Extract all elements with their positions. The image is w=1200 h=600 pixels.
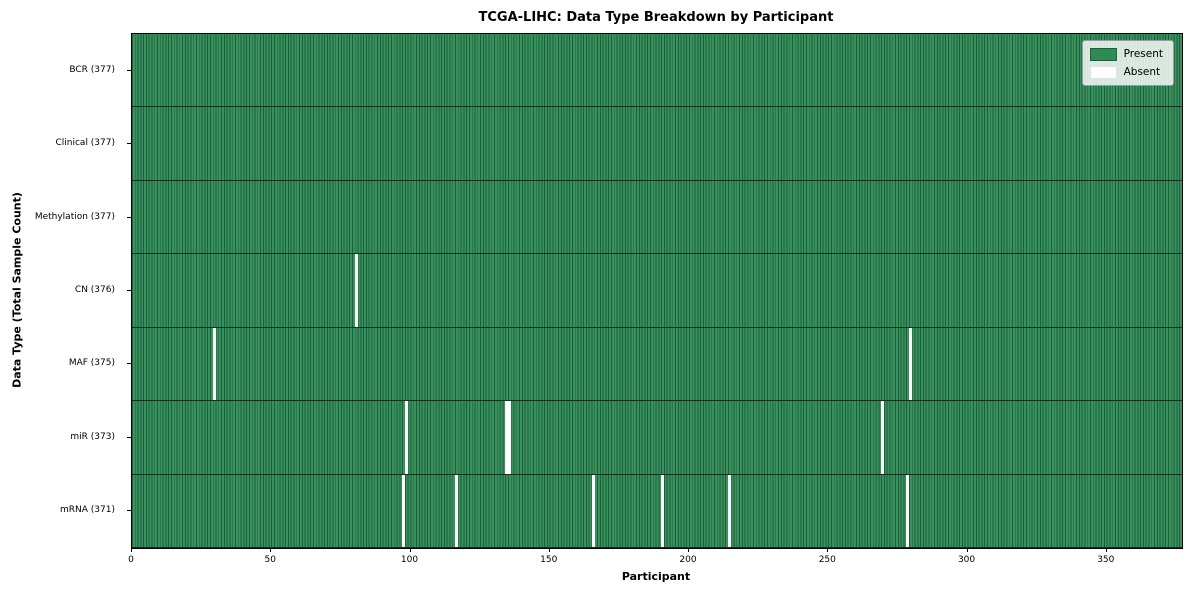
- datatype-row-CN: [132, 254, 1182, 328]
- y-tick-mark: [127, 436, 131, 438]
- y-tick-mark: [127, 69, 131, 71]
- absent-swatch: [1090, 66, 1116, 78]
- y-tick-label-CN: CN (376): [74, 285, 115, 295]
- x-tick-label: 350: [1097, 555, 1115, 565]
- datatype-row-MAF: [132, 327, 1182, 402]
- datatype-row-miR: [132, 401, 1182, 475]
- x-tick-label: 300: [957, 555, 976, 565]
- x-axis-label: Participant: [621, 570, 691, 583]
- y-tick-label-BCR: BCR (377): [69, 64, 115, 75]
- x-tick-mark: [270, 548, 272, 552]
- legend-item-present: Present: [1089, 47, 1163, 61]
- absent-gap: [881, 401, 885, 474]
- x-tick-mark: [688, 548, 690, 552]
- absent-gap: [402, 474, 406, 547]
- x-tick-label: 200: [679, 555, 697, 565]
- legend-label-present: Present: [1123, 48, 1163, 60]
- absent-gap: [505, 401, 509, 474]
- x-tick-label: 50: [264, 555, 276, 565]
- x-tick-label: 0: [128, 555, 134, 565]
- absent-gap: [354, 254, 358, 327]
- y-axis-tick-labels: BCR (377) Clinical (377) Methylation (377)…: [0, 33, 125, 547]
- x-tick-mark: [409, 548, 411, 552]
- y-tick-mark: [127, 216, 131, 218]
- absent-gap: [455, 474, 459, 547]
- y-tick-label-miR: miR (373): [70, 431, 115, 442]
- x-tick-mark: [827, 548, 829, 552]
- y-tick-label-mRNA: mRNA (371): [60, 505, 115, 516]
- y-tick-label-MAF: MAF (375): [68, 358, 115, 369]
- x-tick-label: 100: [400, 555, 419, 565]
- absent-gap: [507, 401, 511, 474]
- absent-gap: [591, 474, 595, 547]
- x-tick-mark: [548, 548, 550, 552]
- legend-label-absent: Absent: [1123, 66, 1161, 78]
- x-tick-label: 250: [818, 555, 836, 565]
- legend-item-absent: Absent: [1090, 66, 1163, 78]
- datatype-row-BCR: [132, 34, 1182, 108]
- x-tick-mark: [131, 548, 132, 552]
- x-tick-label: 150: [540, 555, 558, 565]
- datatype-row-Clinical: [132, 107, 1182, 181]
- y-tick-mark: [127, 510, 131, 512]
- y-tick-label-Methylation: Methylation (377): [34, 211, 115, 222]
- absent-gap: [212, 327, 216, 401]
- absent-gap: [909, 327, 913, 401]
- datatype-row-mRNA: [132, 474, 1182, 548]
- datatype-row-Methylation: [132, 180, 1182, 255]
- plot-area: Present Absent: [131, 33, 1183, 549]
- x-tick-mark: [966, 548, 968, 552]
- y-tick-mark: [127, 363, 131, 365]
- legend: Present Absent: [1081, 40, 1174, 86]
- absent-gap: [661, 474, 665, 547]
- y-tick-mark: [127, 143, 131, 145]
- chart-title: TCGA-LIHC: Data Type Breakdown by Partic…: [478, 10, 834, 25]
- absent-gap: [728, 474, 732, 547]
- absent-gap: [906, 474, 910, 547]
- y-tick-label-Clinical: Clinical (377): [55, 138, 115, 149]
- x-tick-mark: [1105, 548, 1107, 552]
- present-swatch: [1089, 47, 1117, 61]
- y-tick-mark: [127, 290, 131, 291]
- absent-gap: [404, 401, 408, 474]
